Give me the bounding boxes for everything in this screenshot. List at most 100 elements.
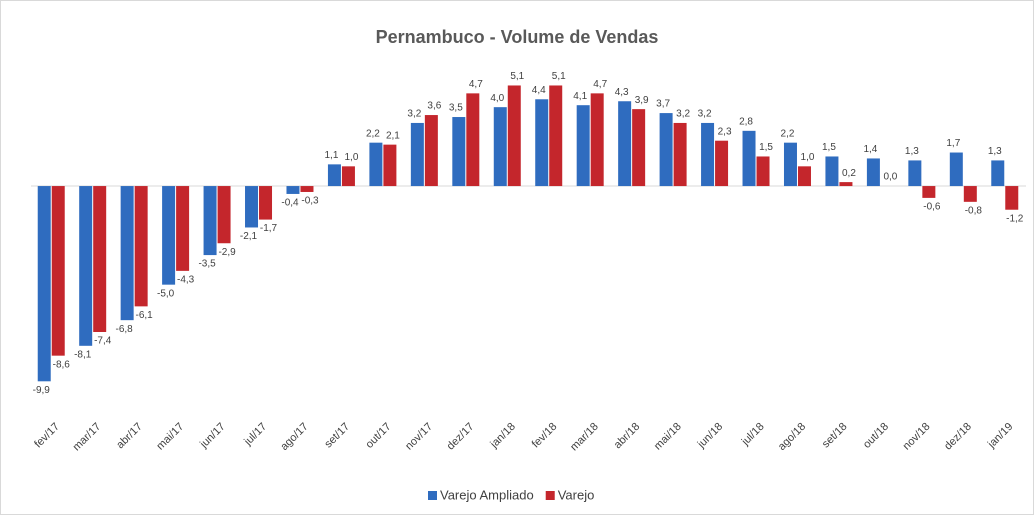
value-label: 4,3: [615, 87, 629, 98]
bar: [908, 160, 922, 187]
bar: [134, 186, 148, 307]
bar: [756, 156, 770, 187]
value-label: 1,5: [822, 142, 836, 153]
value-label: 2,2: [366, 128, 380, 139]
chart-title: Pernambuco - Volume de Vendas: [376, 27, 659, 47]
value-label: 3,6: [427, 101, 441, 112]
value-label: 3,9: [635, 95, 649, 106]
value-label: -1,2: [1006, 213, 1024, 224]
bar: [203, 186, 217, 256]
bar: [369, 142, 383, 187]
value-label: -0,6: [923, 202, 941, 213]
value-label: -4,3: [177, 275, 195, 286]
value-label: 4,0: [490, 93, 504, 104]
bar: [120, 186, 134, 321]
bar: [991, 160, 1005, 187]
value-label: 1,3: [988, 146, 1002, 157]
value-label: -1,7: [260, 223, 278, 234]
value-label: 2,1: [386, 130, 400, 141]
value-label: -6,1: [136, 310, 154, 321]
value-label: 5,1: [552, 71, 566, 82]
bar: [1005, 186, 1019, 210]
value-label: -5,0: [157, 288, 175, 299]
value-label: -8,1: [74, 349, 92, 360]
value-label: 0,2: [842, 168, 856, 179]
value-label: 3,2: [698, 109, 712, 120]
value-label: 3,2: [407, 109, 421, 120]
bar: [590, 93, 604, 187]
bar: [949, 152, 963, 187]
bar: [576, 105, 590, 187]
value-label: 1,7: [946, 138, 960, 149]
bar: [922, 186, 936, 198]
bar: [327, 164, 341, 187]
bar: [866, 158, 880, 187]
bar: [245, 186, 259, 228]
bar: [410, 122, 424, 187]
bar: [162, 186, 176, 285]
bar: [715, 140, 729, 187]
value-label: 3,2: [676, 109, 690, 120]
value-label: 1,4: [863, 144, 877, 155]
bar: [673, 122, 687, 187]
legend-label: Varejo Ampliado: [440, 487, 534, 502]
bar: [341, 166, 355, 187]
value-label: 1,0: [801, 152, 815, 163]
bar: [259, 186, 273, 220]
legend-swatch: [428, 491, 437, 500]
value-label: -8,6: [53, 359, 71, 370]
value-label: -0,4: [281, 198, 299, 209]
value-label: 0,0: [883, 172, 897, 183]
bar: [383, 144, 397, 187]
value-label: -9,9: [33, 385, 51, 396]
bar: [217, 186, 231, 244]
value-label: 4,7: [469, 79, 483, 90]
value-label: 4,4: [532, 85, 546, 96]
value-label: 4,7: [593, 79, 607, 90]
value-label: -0,3: [301, 196, 319, 207]
legend-swatch: [545, 491, 555, 500]
bar: [549, 85, 563, 187]
bar: [37, 186, 51, 382]
value-label: 1,1: [324, 150, 338, 161]
value-label: -3,5: [198, 259, 216, 270]
bar: [797, 166, 811, 187]
value-label: -0,8: [965, 205, 983, 216]
value-label: -7,4: [94, 336, 112, 347]
legend-label: Varejo: [558, 487, 595, 502]
bar: [93, 186, 107, 332]
value-label: -2,1: [240, 231, 258, 242]
bar: [839, 182, 853, 187]
bar: [783, 142, 797, 187]
bar: [825, 156, 839, 187]
bar: [507, 85, 521, 187]
bar: [535, 99, 549, 187]
value-label: 3,5: [449, 103, 463, 114]
bar: [742, 130, 756, 187]
bar: [963, 186, 977, 202]
bar: [452, 117, 466, 187]
bar: [632, 109, 646, 187]
bar: [618, 101, 632, 187]
bar: [659, 113, 673, 187]
bar: [51, 186, 65, 356]
bar: [493, 107, 507, 187]
bar: [79, 186, 93, 346]
bar: [424, 115, 438, 187]
value-label: 3,7: [656, 99, 670, 110]
bar: [286, 186, 300, 194]
bar: [701, 122, 715, 187]
value-label: -2,9: [218, 247, 236, 258]
bar: [466, 93, 480, 187]
value-label: -6,8: [116, 324, 134, 335]
value-label: 2,8: [739, 116, 753, 127]
value-label: 1,0: [344, 152, 358, 163]
value-label: 5,1: [510, 71, 524, 82]
value-label: 2,2: [781, 128, 795, 139]
value-label: 1,5: [759, 142, 773, 153]
value-label: 4,1: [573, 91, 587, 102]
bar: [176, 186, 190, 271]
value-label: 2,3: [718, 126, 732, 137]
bar: [300, 186, 314, 192]
